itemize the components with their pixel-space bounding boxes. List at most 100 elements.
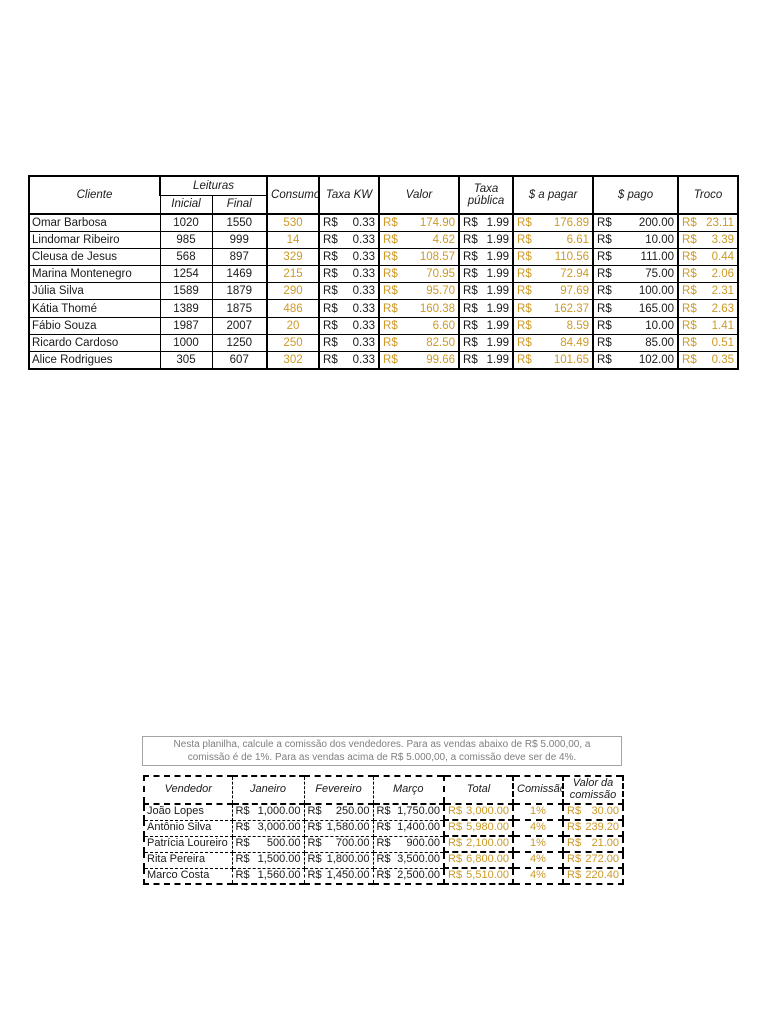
vendedor-name: Rita Pereira [143, 851, 233, 869]
col-header-total: Total [443, 775, 514, 805]
currency-symbol: R$ [323, 268, 338, 281]
a-pagar-value: R$ 8.59 [512, 316, 594, 335]
amount: 72.94 [560, 268, 590, 281]
amount: 101.65 [553, 353, 590, 366]
amount: 1,560.00 [257, 868, 301, 881]
troco-value: R$ 3.39 [677, 230, 739, 249]
billing-row: Alice Rodrigues 305 607 302 R$ 0.33 R$ 99.66 R$ 1… [28, 350, 739, 370]
marco-value: R$ 3,500.00 [372, 851, 445, 869]
amount: 4.62 [432, 233, 456, 246]
amount: 1,000.00 [257, 805, 301, 818]
amount: 1,450.00 [326, 868, 370, 881]
col-header-fevereiro: Fevereiro [303, 775, 374, 805]
col-header-valor: Valor [378, 175, 461, 215]
amount: 0.35 [711, 353, 735, 366]
fevereiro-value: R$ 1,450.00 [303, 867, 374, 885]
amount: 8.59 [566, 319, 590, 332]
troco-value: R$ 2.31 [677, 282, 739, 301]
col-header-a-pagar: $ a pagar [512, 175, 595, 215]
amount: 3,500.00 [397, 853, 440, 866]
amount: 6.60 [432, 319, 456, 332]
currency-symbol: R$ [597, 353, 612, 366]
currency-symbol: R$ [448, 869, 463, 882]
col-header-pago: $ pago [592, 175, 680, 215]
currency-symbol: R$ [682, 336, 697, 349]
amount: 10.00 [645, 233, 675, 246]
commission-table-header: Vendedor Janeiro Fevereiro Março Total C… [143, 775, 624, 805]
currency-symbol: R$ [597, 285, 612, 298]
amount: 0.33 [352, 302, 376, 315]
total-value: R$ 5,980.00 [443, 819, 514, 837]
currency-symbol: R$ [323, 250, 338, 263]
leitura-inicial: 1589 [159, 282, 213, 301]
taxa-kw-value: R$ 0.33 [318, 247, 380, 267]
currency-symbol: R$ [517, 302, 532, 315]
currency-symbol: R$ [307, 853, 322, 866]
fevereiro-value: R$ 250.00 [303, 803, 374, 821]
currency-symbol: R$ [383, 285, 398, 298]
currency-symbol: R$ [597, 319, 612, 332]
consumo-value: 530 [266, 213, 320, 232]
valor-comissao-value: R$ 239.20 [562, 819, 624, 837]
janeiro-value: R$ 1,560.00 [231, 867, 305, 885]
consumo-value: 14 [266, 230, 320, 249]
billing-row: Marina Montenegro 1254 1469 215 R$ 0.33 R$ 70.9… [28, 265, 739, 284]
vendedor-name: Patrícia Loureiro [143, 835, 233, 853]
leitura-inicial: 1020 [159, 213, 213, 232]
amount: 30.00 [591, 805, 619, 818]
amount: 21.00 [591, 837, 619, 850]
currency-symbol: R$ [307, 805, 322, 818]
col-header-taxa-publica: Taxa pública [458, 175, 515, 215]
amount: 2.31 [711, 285, 735, 298]
amount: 1.99 [486, 250, 510, 263]
commission-row: Antônio Silva R$ 3,000.00 R$ 1,580.00 R$ 1,400… [143, 819, 624, 837]
amount: 1.99 [486, 336, 510, 349]
amount: 2,500.00 [397, 868, 440, 881]
vendedor-name: João Lopes [143, 803, 233, 821]
amount: 162.37 [553, 302, 590, 315]
comissao-percent: 4% [512, 867, 564, 885]
amount: 5,980.00 [466, 821, 509, 834]
amount: 2.63 [711, 302, 735, 315]
currency-symbol: R$ [517, 353, 532, 366]
amount: 10.00 [645, 319, 675, 332]
amount: 1.99 [486, 353, 510, 366]
a-pagar-value: R$ 110.56 [512, 247, 594, 267]
amount: 0.33 [352, 233, 376, 246]
currency-symbol: R$ [682, 319, 697, 332]
leitura-inicial: 1000 [159, 333, 213, 353]
currency-symbol: R$ [567, 805, 582, 818]
currency-symbol: R$ [517, 216, 532, 229]
janeiro-value: R$ 3,000.00 [231, 819, 305, 837]
consumo-value: 290 [266, 282, 320, 301]
amount: 165.00 [638, 302, 675, 315]
amount: 3.39 [711, 233, 735, 246]
leitura-inicial: 1389 [159, 299, 213, 318]
amount: 174.90 [419, 216, 456, 229]
currency-symbol: R$ [682, 353, 697, 366]
troco-value: R$ 1.41 [677, 316, 739, 335]
marco-value: R$ 2,500.00 [372, 867, 445, 885]
currency-symbol: R$ [383, 268, 398, 281]
currency-symbol: R$ [376, 821, 391, 834]
amount: 85.00 [645, 336, 675, 349]
currency-symbol: R$ [517, 233, 532, 246]
currency-symbol: R$ [376, 853, 391, 866]
currency-symbol: R$ [567, 853, 582, 866]
col-header-final: Final [211, 194, 268, 215]
currency-symbol: R$ [307, 868, 322, 881]
amount: 70.95 [426, 268, 456, 281]
leitura-final: 1250 [211, 333, 268, 353]
billing-row: Ricardo Cardoso 1000 1250 250 R$ 0.33 R$ 82.50 R… [28, 333, 739, 353]
currency-symbol: R$ [463, 268, 478, 281]
leitura-final: 897 [211, 247, 268, 267]
taxa-kw-value: R$ 0.33 [318, 265, 380, 284]
taxa-kw-value: R$ 0.33 [318, 230, 380, 249]
marco-value: R$ 1,400.00 [372, 819, 445, 837]
pago-value: R$ 10.00 [592, 316, 679, 335]
troco-value: R$ 2.63 [677, 299, 739, 318]
leitura-inicial: 305 [159, 350, 213, 370]
pago-value: R$ 75.00 [592, 265, 679, 284]
col-header-marco: Março [372, 775, 445, 805]
